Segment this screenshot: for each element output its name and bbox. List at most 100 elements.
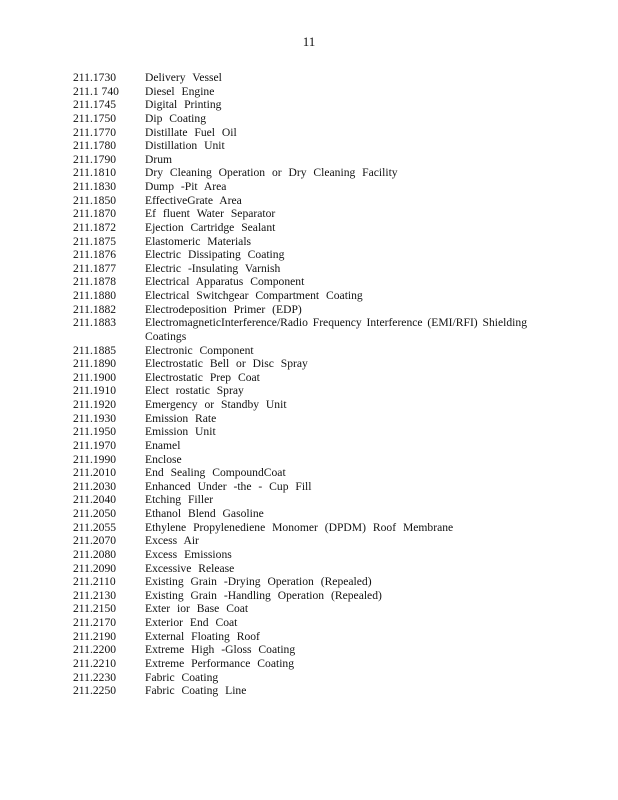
defined-term: Electrostatic Bell or Disc Spray bbox=[145, 357, 308, 371]
defined-term: End Sealing CompoundCoat bbox=[145, 466, 286, 480]
defined-term: Delivery Vessel bbox=[145, 71, 222, 84]
section-number: 211.1930 bbox=[73, 411, 117, 425]
defined-term: Etching Filler bbox=[145, 493, 214, 507]
list-item: 211.1 740 Diesel Engine bbox=[73, 85, 533, 99]
defined-term: Fabric Coating Line bbox=[145, 684, 247, 698]
section-number: 211.2070 bbox=[73, 534, 117, 548]
defined-term: Ejection Cartridge Sealant bbox=[145, 220, 276, 234]
section-number: 211.1810 bbox=[73, 166, 117, 180]
defined-term: Digital Printing bbox=[145, 98, 222, 112]
section-number: 211.1890 bbox=[73, 357, 117, 371]
list-item: 211.1876 Electric Dissipating Coating bbox=[73, 248, 533, 262]
defined-term: Excess Air bbox=[145, 534, 199, 548]
list-item: 211.2210 Extreme Performance Coating bbox=[73, 657, 533, 671]
defined-term: Exterior End Coat bbox=[145, 616, 238, 629]
section-number: 211.1770 bbox=[73, 125, 117, 139]
page-number: 11 bbox=[302, 34, 316, 49]
section-number: 211.2230 bbox=[73, 670, 117, 684]
section-number: 211.1990 bbox=[73, 452, 117, 466]
defined-term: Drum bbox=[145, 152, 173, 166]
list-item: 211.1990 Enclose bbox=[73, 453, 533, 467]
definitions-list: 211.1730 Delivery Vessel 211.1 740 Diesel E… bbox=[73, 71, 533, 698]
defined-term: Enclose bbox=[145, 452, 182, 466]
defined-term: Existing Grain -Handling Operation (Repe… bbox=[145, 588, 382, 602]
section-number: 211.1830 bbox=[73, 180, 117, 193]
list-item: 211.1880 Electrical Switchgear Compartmen… bbox=[73, 289, 533, 303]
section-number: 211.2150 bbox=[73, 602, 117, 616]
section-number: 211.2190 bbox=[73, 629, 117, 643]
defined-term: Electronic Component bbox=[145, 343, 254, 357]
defined-term: Elect rostatic Spray bbox=[145, 384, 244, 398]
list-item: 211.2010 End Sealing CompoundCoat bbox=[73, 466, 533, 480]
section-number: 211.1910 bbox=[73, 384, 117, 398]
list-item: 211.1810 Dry Cleaning Operation or Dry Cl… bbox=[73, 166, 533, 180]
list-item: 211.1850 EffectiveGrate Area bbox=[73, 194, 533, 208]
defined-term: Emergency or Standby Unit bbox=[145, 398, 287, 411]
section-number: 211.2040 bbox=[73, 493, 117, 507]
defined-term: Dump -Pit Area bbox=[145, 180, 227, 193]
section-number: 211.1875 bbox=[73, 234, 117, 248]
list-item: 211.2050 Ethanol Blend Gasoline bbox=[73, 507, 533, 521]
section-number: 211.1870 bbox=[73, 207, 117, 221]
defined-term: Emission Rate bbox=[145, 411, 217, 425]
list-item: 211.1885 Electronic Component bbox=[73, 344, 533, 358]
section-number: 211.1883 bbox=[73, 316, 117, 330]
list-item: 211.1882 Electrodeposition Primer (EDP) bbox=[73, 303, 533, 317]
list-item: 211.2055 Ethylene Propylenediene Monomer … bbox=[73, 521, 533, 535]
section-number: 211.1876 bbox=[73, 248, 117, 262]
section-number: 211.1877 bbox=[73, 261, 117, 275]
section-number: 211.2090 bbox=[73, 561, 117, 575]
list-item: 211.1878 Electrical Apparatus Component bbox=[73, 275, 533, 289]
defined-term: Fabric Coating bbox=[145, 670, 219, 684]
list-item: 211.2090 Excessive Release bbox=[73, 562, 533, 576]
section-number: 211.1950 bbox=[73, 425, 117, 439]
section-number: 211.1730 bbox=[73, 71, 117, 84]
list-item: 211.1883 ElectromagneticInterference/Radi… bbox=[73, 316, 533, 343]
section-number: 211.2010 bbox=[73, 466, 117, 480]
list-item: 211.1770 Distillate Fuel Oil bbox=[73, 126, 533, 140]
list-item: 211.1910 Elect rostatic Spray bbox=[73, 384, 533, 398]
section-number: 211.1880 bbox=[73, 289, 117, 302]
section-number: 211.1878 bbox=[73, 275, 117, 289]
section-number: 211.1885 bbox=[73, 343, 117, 357]
list-item: 211.1750 Dip Coating bbox=[73, 112, 533, 126]
list-item: 211.2200 Extreme High -Gloss Coating bbox=[73, 643, 533, 657]
section-number: 211.2210 bbox=[73, 656, 117, 670]
defined-term: Distillate Fuel Oil bbox=[145, 125, 237, 139]
list-item: 211.2030 Enhanced Under -the - Cup Fill bbox=[73, 480, 533, 494]
section-number: 211.1790 bbox=[73, 152, 117, 166]
list-item: 211.2110 Existing Grain -Drying Operation… bbox=[73, 575, 533, 589]
list-item: 211.1890 Electrostatic Bell or Disc Spray bbox=[73, 357, 533, 371]
list-item: 211.1872 Ejection Cartridge Sealant bbox=[73, 221, 533, 235]
section-number: 211.1780 bbox=[73, 139, 117, 153]
defined-term: Dip Coating bbox=[145, 111, 207, 125]
list-item: 211.2080 Excess Emissions bbox=[73, 548, 533, 562]
list-item: 211.2070 Excess Air bbox=[73, 534, 533, 548]
list-item: 211.1875 Elastomeric Materials bbox=[73, 235, 533, 249]
section-number: 211.1 740 bbox=[73, 84, 119, 98]
defined-term: Emission Unit bbox=[145, 425, 216, 439]
section-number: 211.2130 bbox=[73, 588, 117, 602]
list-item: 211.1870 Ef fluent Water Separator bbox=[73, 207, 533, 221]
section-number: 211.1745 bbox=[73, 98, 117, 112]
list-item: 211.1877 Electric -Insulating Varnish bbox=[73, 262, 533, 276]
defined-term: Exter ior Base Coat bbox=[145, 602, 249, 616]
defined-term: Enamel bbox=[145, 438, 181, 452]
list-item: 211.1730 Delivery Vessel bbox=[73, 71, 533, 85]
defined-term: Distillation Unit bbox=[145, 139, 225, 153]
defined-term: Electrical Apparatus Component bbox=[145, 275, 305, 289]
list-item: 211.1780 Distillation Unit bbox=[73, 139, 533, 153]
list-item: 211.1745 Digital Printing bbox=[73, 98, 533, 112]
list-item: 211.1830 Dump -Pit Area bbox=[73, 180, 533, 194]
list-item: 211.2230 Fabric Coating bbox=[73, 671, 533, 685]
list-item: 211.2250 Fabric Coating Line bbox=[73, 684, 533, 698]
defined-term: Ef fluent Water Separator bbox=[145, 207, 276, 221]
list-item: 211.1900 Electrostatic Prep Coat bbox=[73, 371, 533, 385]
defined-term: Excessive Release bbox=[145, 561, 235, 575]
defined-term: Ethanol Blend Gasoline bbox=[145, 507, 264, 520]
list-item: 211.2040 Etching Filler bbox=[73, 493, 533, 507]
section-number: 211.2110 bbox=[73, 575, 116, 589]
section-number: 211.2055 bbox=[73, 520, 117, 534]
defined-term: Extreme Performance Coating bbox=[145, 656, 295, 670]
defined-term: EffectiveGrate Area bbox=[145, 193, 242, 207]
